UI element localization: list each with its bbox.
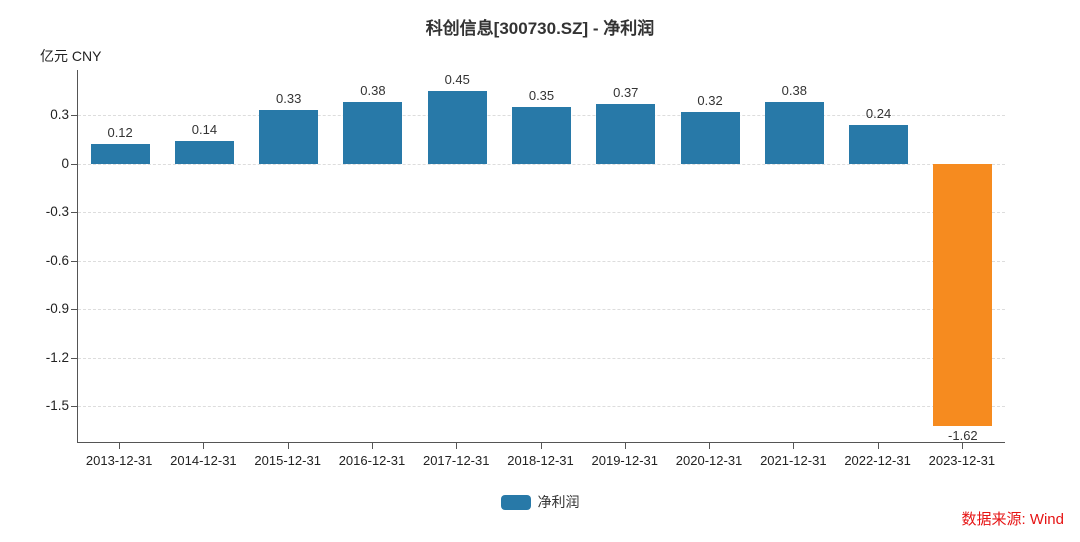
bar-2017-12-31 [427,91,487,164]
x-axis-label-2021-12-31: 2021-12-31 [760,453,827,468]
x-axis-label-2015-12-31: 2015-12-31 [254,453,321,468]
gridline-y-0 [78,163,1005,165]
y-axis-tick-label: -1.5 [45,398,69,414]
x-axis-label-2020-12-31: 2020-12-31 [675,453,743,468]
x-axis-tick [456,443,458,449]
bar-value-label: 0.38 [360,83,386,99]
bar-value-label: 0.45 [444,72,470,88]
y-axis-unit-label: 亿元 CNY [40,48,102,64]
bar-2013-12-31 [90,144,150,164]
bar-value-label: 0.14 [191,122,218,138]
bar-2015-12-31 [259,110,319,164]
y-axis-tick [71,260,77,262]
bar-value-label: 0.38 [781,83,807,99]
x-axis-label-2014-12-31: 2014-12-31 [170,453,237,468]
x-axis-tick [793,443,795,449]
bar-2021-12-31 [764,102,824,164]
bar-value-label: 0.33 [276,91,302,107]
x-axis-tick [287,443,289,449]
bar-2014-12-31 [174,141,234,164]
data-source-note: 数据来源: Wind [961,511,1064,528]
y-axis-tick [71,212,77,214]
y-axis-tick-label: 0.3 [50,107,69,123]
bar-2023-12-31 [933,163,993,426]
legend: 净利润 [0,492,1080,512]
x-axis-label-2023-12-31: 2023-12-31 [928,453,996,468]
y-axis-tick-label: 0 [61,155,69,171]
y-axis-tick-label: -1.2 [45,349,69,365]
gridline-y--0.9 [78,309,1005,311]
bar-2020-12-31 [680,112,740,164]
bar-2016-12-31 [343,102,403,164]
y-axis-tick-label: -0.6 [45,252,69,268]
x-axis-tick [203,443,205,449]
bar-value-label: -1.62 [948,427,978,443]
y-axis-tick [71,406,77,408]
x-axis-label-2018-12-31: 2018-12-31 [507,453,574,468]
legend-item-净利润[interactable]: 净利润 [500,492,580,512]
x-axis-tick [371,443,373,449]
x-axis-tick [709,443,711,449]
gridline-y--1.2 [78,357,1005,359]
x-axis-label-2017-12-31: 2017-12-31 [422,453,490,468]
bar-value-label: 0.24 [865,105,892,121]
y-axis-tick [71,115,77,117]
x-axis-label-2016-12-31: 2016-12-31 [338,453,406,468]
plot-area: 0.12 0.14 0.33 0.38 0.45 0.35 0.37 0.32 0.38 0.24… [77,70,1005,443]
y-axis-tick [71,309,77,311]
y-axis-tick [71,163,77,165]
y-axis-tick-label: -0.9 [45,301,69,317]
x-axis-label-2019-12-31: 2019-12-31 [591,453,659,468]
bar-value-label: 0.12 [107,125,133,141]
x-axis-tick [540,443,542,449]
chart-title: 科创信息[300730.SZ] - 净利润 [425,19,655,38]
gridline-y--0.6 [78,260,1005,262]
gridline-y--1.5 [78,406,1005,408]
x-axis-label-2022-12-31: 2022-12-31 [844,453,911,468]
x-axis-tick [877,443,879,449]
x-axis-label-2013-12-31: 2013-12-31 [85,453,153,468]
legend-swatch-icon [500,494,531,510]
x-axis-tick [624,443,626,449]
bar-2022-12-31 [849,124,909,164]
bar-value-label: 0.35 [528,88,555,104]
y-axis-tick [71,357,77,359]
bar-2018-12-31 [512,107,571,164]
bar-2019-12-31 [596,103,656,164]
legend-label: 净利润 [537,494,580,510]
bar-value-label: 0.32 [697,93,723,109]
bar-value-label: 0.37 [613,84,639,100]
gridline-y--0.3 [78,212,1005,214]
x-axis-tick [961,443,963,449]
x-axis-tick [119,443,121,449]
y-axis-tick-label: -0.3 [45,204,69,220]
